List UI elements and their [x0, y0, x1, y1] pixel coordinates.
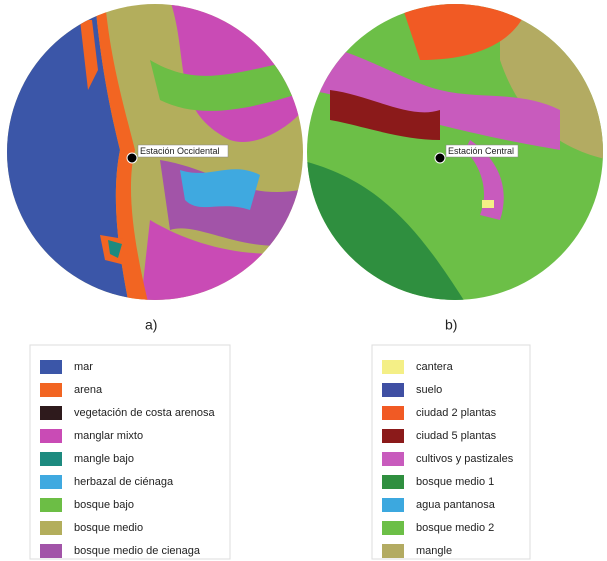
legend-label: agua pantanosa	[416, 499, 496, 511]
station-label-bg	[137, 144, 229, 158]
legend-label: ciudad 2 plantas	[416, 407, 497, 419]
legend-box	[29, 344, 231, 560]
legend-label: cultivos y pastizales	[416, 453, 514, 465]
legend-label: bosque medio 1	[416, 476, 494, 488]
station-label: Estación Central	[448, 146, 514, 156]
legend-swatch	[40, 360, 62, 374]
panel-label: b)	[445, 317, 457, 333]
legend-label: herbazal de ciénaga	[74, 476, 174, 488]
legend-swatch	[40, 498, 62, 512]
legend-label: mangle	[416, 545, 452, 557]
station-label: Estación Occidental	[140, 146, 220, 156]
legend-label: suelo	[416, 384, 442, 396]
legend-swatch	[382, 475, 404, 489]
station-label-bg	[445, 144, 519, 158]
legend-swatch	[382, 360, 404, 374]
legend-label: mar	[74, 361, 93, 373]
legend-swatch	[40, 452, 62, 466]
legend-swatch	[40, 475, 62, 489]
legend-swatch	[40, 544, 62, 558]
legend-label: cantera	[416, 361, 454, 373]
legend-label: arena	[74, 384, 103, 396]
legend-swatch	[382, 544, 404, 558]
legend-label: bosque medio 2	[416, 522, 494, 534]
legend-label: vegetación de costa arenosa	[74, 407, 216, 419]
legend-label: bosque medio de cienaga	[74, 545, 201, 557]
legend-label: bosque medio	[74, 522, 143, 534]
legend-label: ciudad 5 plantas	[416, 430, 497, 442]
legend-swatch	[40, 429, 62, 443]
legend-swatch	[382, 429, 404, 443]
legend-swatch	[382, 383, 404, 397]
legend-swatch	[382, 406, 404, 420]
station-marker	[126, 152, 138, 164]
station-marker	[434, 152, 446, 164]
legend-swatch	[40, 406, 62, 420]
panel-label: a)	[145, 317, 157, 333]
legend-swatch	[382, 498, 404, 512]
legend-swatch	[382, 452, 404, 466]
legend-box	[371, 344, 531, 560]
legend-label: bosque bajo	[74, 499, 134, 511]
legend-label: mangle bajo	[74, 453, 134, 465]
legend-swatch	[382, 521, 404, 535]
legend-swatch	[40, 383, 62, 397]
legend-label: manglar mixto	[74, 430, 143, 442]
legend-swatch	[40, 521, 62, 535]
